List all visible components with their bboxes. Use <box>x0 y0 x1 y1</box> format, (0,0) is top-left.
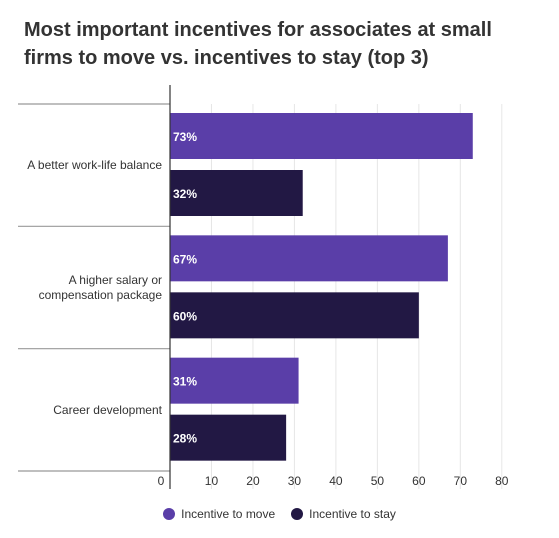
data-label: 32% <box>173 187 197 201</box>
x-tick-label: 50 <box>371 474 385 488</box>
bar-move-2 <box>170 357 299 404</box>
chart-legend: Incentive to move Incentive to stay <box>0 507 559 521</box>
legend-swatch-move <box>163 508 176 520</box>
x-tick-label: 60 <box>412 474 426 488</box>
bar-move-1 <box>170 235 448 282</box>
x-tick-label: 10 <box>205 474 219 488</box>
data-label: 60% <box>173 309 197 323</box>
x-tick-label: 30 <box>288 474 302 488</box>
x-tick-label: 40 <box>329 474 343 488</box>
category-label: A better work-life balance <box>27 158 162 172</box>
bar-stay-1 <box>170 292 419 339</box>
legend-item-move[interactable]: Incentive to move <box>163 507 275 521</box>
bar-stay-2 <box>170 414 287 461</box>
data-label: 31% <box>173 375 197 389</box>
legend-swatch-stay <box>291 508 304 520</box>
x-tick-label: 20 <box>246 474 260 488</box>
legend-label-stay: Incentive to stay <box>309 507 396 521</box>
legend-item-stay[interactable]: Incentive to stay <box>291 507 396 521</box>
category-label: compensation package <box>39 288 163 302</box>
category-label: A higher salary or <box>69 273 162 287</box>
x-tick-label: 0 <box>158 474 165 488</box>
bar-move-0 <box>170 113 473 159</box>
chart-title: Most important incentives for associates… <box>24 19 492 69</box>
data-label: 67% <box>173 252 197 266</box>
data-label: 73% <box>173 130 197 144</box>
bar-chart: 73% 32% A better work-life balance 67% 60% A … <box>18 85 509 489</box>
bar-stay-0 <box>170 170 303 216</box>
x-tick-label: 70 <box>454 474 468 488</box>
category-label: Career development <box>53 403 162 417</box>
data-label: 28% <box>173 432 197 446</box>
x-tick-label: 80 <box>495 474 509 488</box>
legend-label-move: Incentive to move <box>181 507 276 521</box>
